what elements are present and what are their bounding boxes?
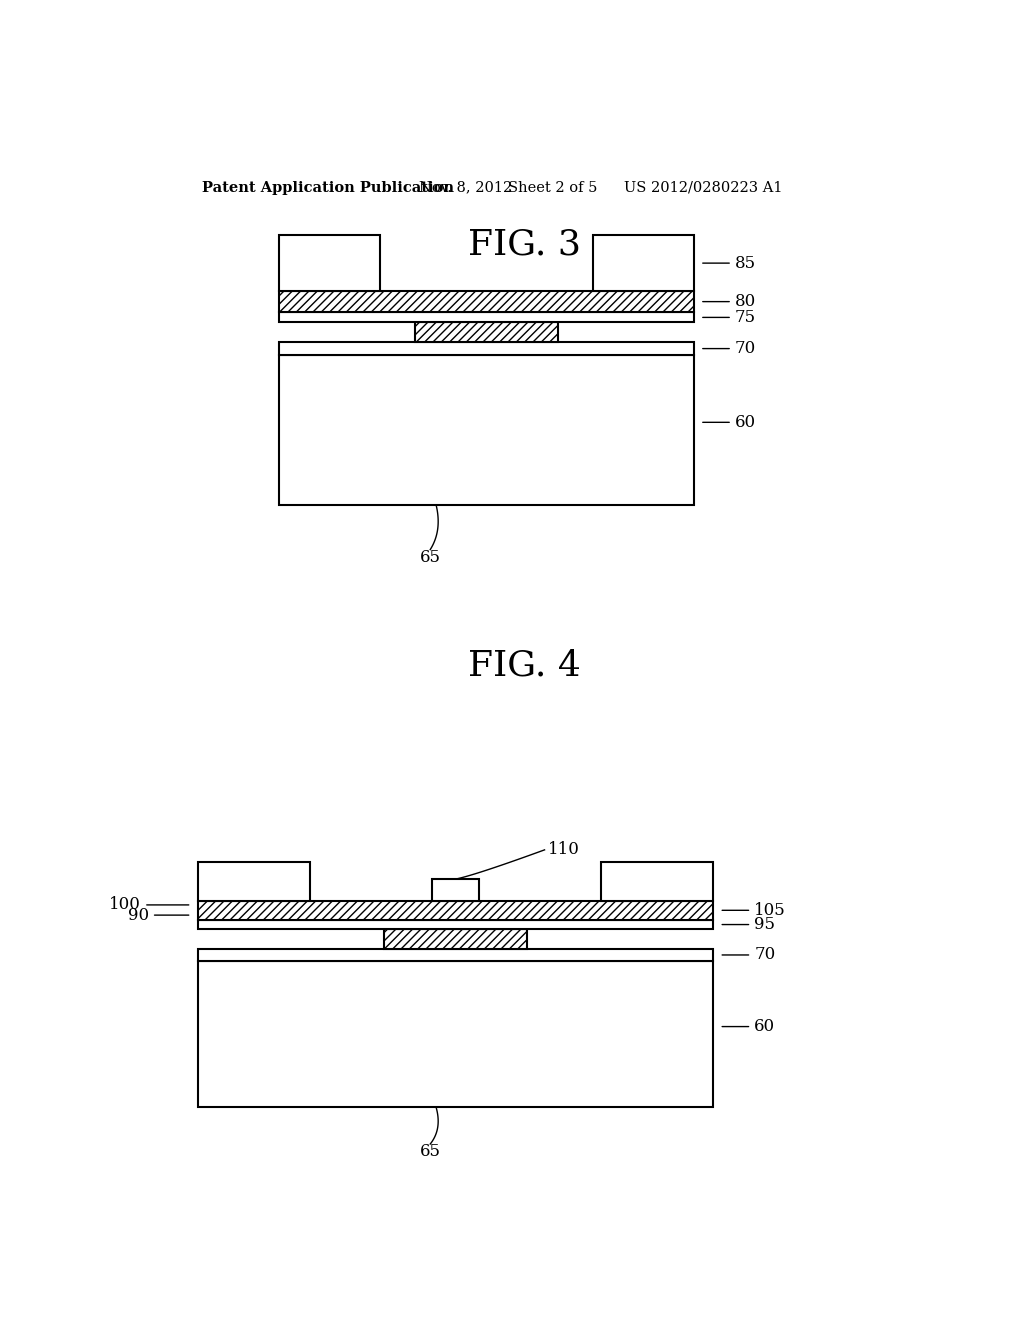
Bar — [198, 900, 713, 920]
Text: Nov. 8, 2012: Nov. 8, 2012 — [419, 181, 512, 194]
Bar — [198, 920, 713, 929]
Text: 60: 60 — [702, 413, 756, 430]
Text: FIG. 3: FIG. 3 — [468, 227, 582, 261]
Bar — [384, 929, 527, 949]
Text: FIG. 4: FIG. 4 — [468, 648, 582, 682]
Bar — [432, 879, 478, 900]
Text: 70: 70 — [722, 946, 775, 964]
Text: 110: 110 — [549, 841, 581, 858]
Text: 105: 105 — [722, 902, 786, 919]
Text: 95: 95 — [722, 916, 775, 933]
Bar — [280, 313, 693, 322]
Bar — [198, 949, 713, 961]
Text: Patent Application Publication: Patent Application Publication — [202, 181, 454, 194]
Bar — [593, 235, 693, 290]
Bar — [415, 322, 558, 342]
Text: 85: 85 — [702, 255, 756, 272]
Text: 65: 65 — [420, 1143, 440, 1160]
Bar — [280, 342, 693, 355]
Text: 80: 80 — [702, 293, 756, 310]
Text: 65: 65 — [420, 549, 440, 566]
Text: US 2012/0280223 A1: US 2012/0280223 A1 — [624, 181, 782, 194]
Text: 70: 70 — [702, 341, 756, 358]
Text: 100: 100 — [110, 896, 188, 913]
Bar — [601, 862, 713, 900]
Text: 75: 75 — [702, 309, 756, 326]
Bar — [280, 355, 693, 506]
Bar — [198, 862, 310, 900]
Bar — [198, 961, 713, 1107]
Text: Sheet 2 of 5: Sheet 2 of 5 — [508, 181, 597, 194]
Text: 60: 60 — [722, 1018, 775, 1035]
Text: 90: 90 — [128, 907, 188, 924]
Bar — [280, 290, 693, 313]
Bar — [280, 235, 380, 290]
